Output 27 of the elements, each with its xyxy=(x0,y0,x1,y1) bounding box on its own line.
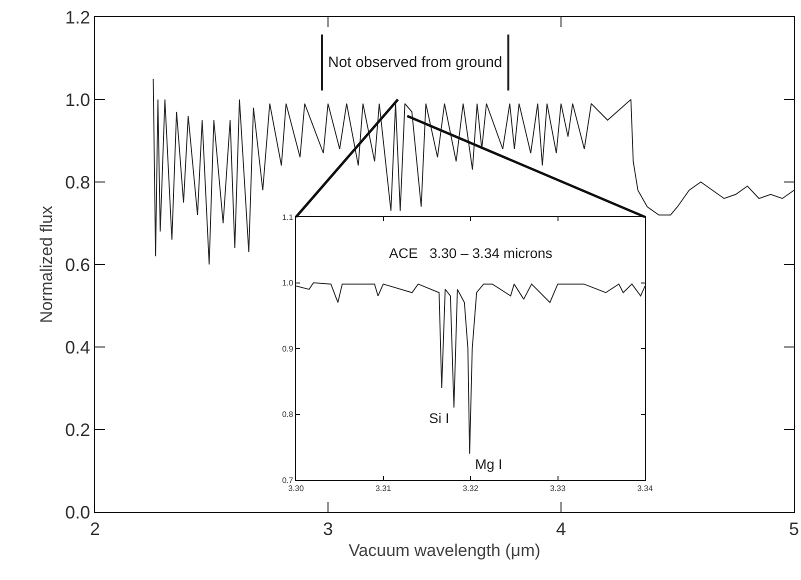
x-tick-label: 3.30 xyxy=(288,484,304,493)
y-axis-title: Normalized flux xyxy=(36,205,56,324)
x-tick-label: 4 xyxy=(556,518,566,539)
y-tick-label: 0.2 xyxy=(65,420,90,440)
y-tick-label: 1.0 xyxy=(282,278,294,288)
x-tick-label: 3.34 xyxy=(637,484,654,493)
text: ACE 3.30 – 3.34 microns xyxy=(389,245,552,261)
y-tick-label: 0.6 xyxy=(65,254,90,275)
y-tick-label: 0.0 xyxy=(65,502,90,522)
x-axis-title: Vacuum wavelength (μm) xyxy=(348,541,540,560)
x-tick-label: 3.32 xyxy=(462,484,479,493)
annotation: Mg I xyxy=(475,456,502,472)
x-tick-label: 3.31 xyxy=(375,484,392,493)
y-tick-label: 0.9 xyxy=(282,344,294,354)
y-tick-label: 1.1 xyxy=(282,212,294,222)
y-tick-label: 0.8 xyxy=(65,172,90,192)
x-tick-label: 2 xyxy=(90,518,100,539)
x-tick-label: 5 xyxy=(788,518,800,539)
y-tick-label: 1.2 xyxy=(65,7,90,28)
annotation: Not observed from ground xyxy=(328,54,502,71)
y-tick-label: 0.7 xyxy=(282,476,294,485)
y-tick-label: 0.8 xyxy=(282,410,294,420)
y-tick-label: 1.0 xyxy=(65,90,90,110)
y-tick-label: 0.4 xyxy=(65,337,90,358)
annotation: Si I xyxy=(429,410,450,426)
x-tick-label: 3.33 xyxy=(550,484,566,493)
x-tick-label: 3 xyxy=(322,518,334,539)
